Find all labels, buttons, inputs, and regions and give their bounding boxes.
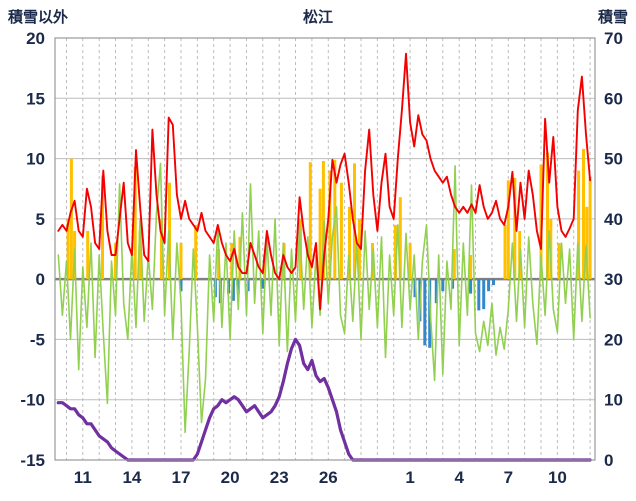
blue-bars [482,279,486,310]
right-axis-tick-label: 0 [604,451,613,470]
orange-bars [159,218,163,280]
blue-bars [413,279,417,298]
orange-bars [114,243,117,280]
blue-bars [231,279,235,301]
left-axis-tick-label: -10 [20,391,45,410]
plot-border [54,37,596,461]
orange-bars [194,224,198,280]
blue-bars [487,279,491,292]
orange-bars [318,188,322,280]
orange-bars [263,255,266,280]
blue-bars [261,279,265,289]
x-axis-tick-label: 26 [319,468,338,487]
left-axis-tick-label: 20 [26,29,45,48]
blue-bars [236,279,240,294]
orange-bars [393,224,397,280]
orange-bars [69,158,73,280]
orange-bars [138,230,142,280]
orange-bars [582,148,585,280]
right-axis-tick-label: 60 [604,89,623,108]
right-axis-tick-label: 20 [604,330,623,349]
blue-bars [179,279,183,292]
orange-bars [398,197,402,280]
blue-bars [451,279,455,289]
blue-bars [469,279,473,294]
red-line [57,52,592,311]
right-axis-tick-label: 10 [604,391,623,410]
orange-bars [339,182,343,280]
orange-bars [230,243,234,280]
orange-bars [357,218,361,280]
chart-title: 松江 [303,8,333,26]
orange-bars [321,161,325,280]
orange-bars [101,175,104,280]
x-axis-tick-label: 11 [74,468,92,487]
orange-bars [513,177,517,280]
right-axis-tick-label: 70 [604,29,623,48]
orange-bars [353,163,356,280]
orange-bars [585,206,589,280]
x-axis-tick-label: 1 [405,468,414,487]
x-axis-tick-label: 4 [454,468,464,487]
x-axis-tick-label: 14 [122,468,141,487]
orange-bars [86,230,90,280]
blue-bars [434,279,438,304]
orange-bars [588,176,592,280]
right-axis-tick-label: 30 [604,270,623,289]
blue-bars [423,279,427,346]
left-axis-tick-label: -15 [20,451,45,470]
x-axis-tick-label: 7 [504,468,513,487]
left-axis-tick-label: 10 [26,150,45,169]
x-axis-tick-label: 17 [172,468,191,487]
green-line [57,162,591,434]
left-axis-tick-label: 15 [26,89,45,108]
blue-bars [492,279,495,286]
left-axis-tick-label: -5 [30,330,45,349]
orange-bars [308,162,312,280]
orange-bars [557,243,561,280]
orange-bars [452,249,456,280]
orange-bars [469,255,473,280]
left-axis-tick-label: 0 [36,270,45,289]
orange-bars [66,218,70,280]
right-axis-tick-label: 50 [604,150,623,169]
orange-bars [179,243,183,280]
right-axis-title: 積雪 [597,8,628,26]
left-axis-title: 積雪以外 [7,8,68,26]
orange-bars [133,167,137,280]
x-axis-tick-label: 23 [270,468,289,487]
orange-bars [503,224,507,280]
blue-bars [477,279,481,311]
orange-bars [328,170,332,280]
x-axis-tick-label: 20 [221,468,240,487]
orange-bars [348,206,351,280]
right-axis-tick-label: 40 [604,210,623,229]
blue-bars [441,279,445,292]
orange-bars [506,180,510,280]
x-axis-tick-label: 10 [548,468,567,487]
orange-bars [408,243,412,280]
orange-bars [577,170,581,280]
orange-bars [546,152,549,280]
left-axis-tick-label: 5 [36,210,45,229]
